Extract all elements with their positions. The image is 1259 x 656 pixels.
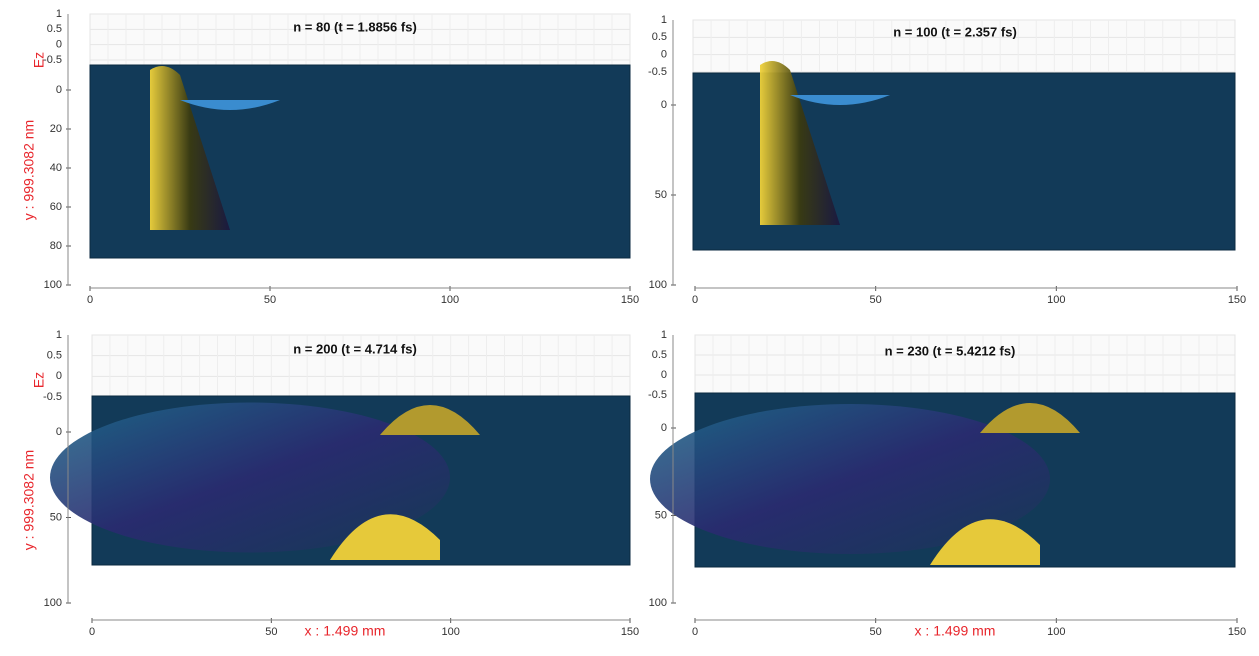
z-axis-label: Ez [31,52,47,68]
z-axis-label: Ez [31,372,47,388]
x-tick-label: 100 [1047,294,1065,306]
x-tick-label: 50 [265,626,277,638]
z-tick-label: -0.5 [43,54,62,66]
z-tick-label: 0 [661,369,667,381]
y-tick-label: 100 [649,597,667,609]
x-tick-label: 150 [621,294,639,306]
y-axis-label: y : 999.3082 nm [21,450,37,550]
surface-swirl [650,404,1050,554]
y-tick-label: 0 [56,84,62,96]
x-tick-label: 0 [692,294,698,306]
z-tick-label: -0.5 [648,66,667,78]
z-tick-label: 1 [661,329,667,341]
x-tick-label: 150 [1228,294,1246,306]
z-tick-label: -0.5 [648,389,667,401]
z-tick-label: 0.5 [652,31,667,43]
x-tick-label: 50 [264,294,276,306]
surface-wave [790,95,890,105]
x-tick-label: 50 [870,626,882,638]
y-tick-label: 0 [661,422,667,434]
z-tick-label: 1 [56,329,62,341]
x-tick-label: 100 [441,294,459,306]
z-tick-label: -0.5 [43,391,62,403]
chart-title: n = 80 (t = 1.8856 fs) [293,19,417,34]
y-tick-label: 100 [44,597,62,609]
z-tick-label: 0.5 [47,350,62,362]
y-tick-label: 20 [50,123,62,135]
surface-wave [180,100,280,110]
y-tick-label: 50 [655,189,667,201]
surface-wave [330,514,440,560]
surface-wave [380,405,480,435]
x-tick-label: 150 [621,626,639,638]
x-tick-label: 100 [441,626,459,638]
surface-wave [980,403,1080,433]
y-axis-label: y : 999.3082 nm [21,120,37,220]
surface-wave [930,519,1040,565]
x-tick-label: 0 [692,626,698,638]
y-tick-label: 50 [655,509,667,521]
y-tick-label: 60 [50,201,62,213]
x-axis-label: x : 1.499 mm [915,623,996,639]
z-tick-label: 0 [56,39,62,51]
chart-title: n = 230 (t = 5.4212 fs) [885,343,1016,358]
z-tick-label: 0.5 [47,23,62,35]
y-tick-label: 0 [661,99,667,111]
x-tick-label: 0 [89,626,95,638]
chart-title: n = 200 (t = 4.714 fs) [293,341,417,356]
z-tick-label: 1 [661,14,667,26]
chart-title: n = 100 (t = 2.357 fs) [893,24,1017,39]
surface-wave [150,66,230,230]
x-tick-label: 0 [87,294,93,306]
surface-wave [760,61,840,225]
y-tick-label: 100 [44,279,62,291]
y-tick-label: 40 [50,162,62,174]
surface-swirl [50,402,450,553]
x-tick-label: 100 [1047,626,1065,638]
x-tick-label: 150 [1228,626,1246,638]
y-tick-label: 80 [50,240,62,252]
z-tick-label: 0 [56,370,62,382]
z-tick-label: 0.5 [652,349,667,361]
z-tick-label: 1 [56,8,62,20]
z-tick-label: 0 [661,49,667,61]
y-tick-label: 50 [50,511,62,523]
x-axis-label: x : 1.499 mm [305,623,386,639]
x-tick-label: 50 [870,294,882,306]
y-tick-label: 0 [56,426,62,438]
y-tick-label: 100 [649,279,667,291]
